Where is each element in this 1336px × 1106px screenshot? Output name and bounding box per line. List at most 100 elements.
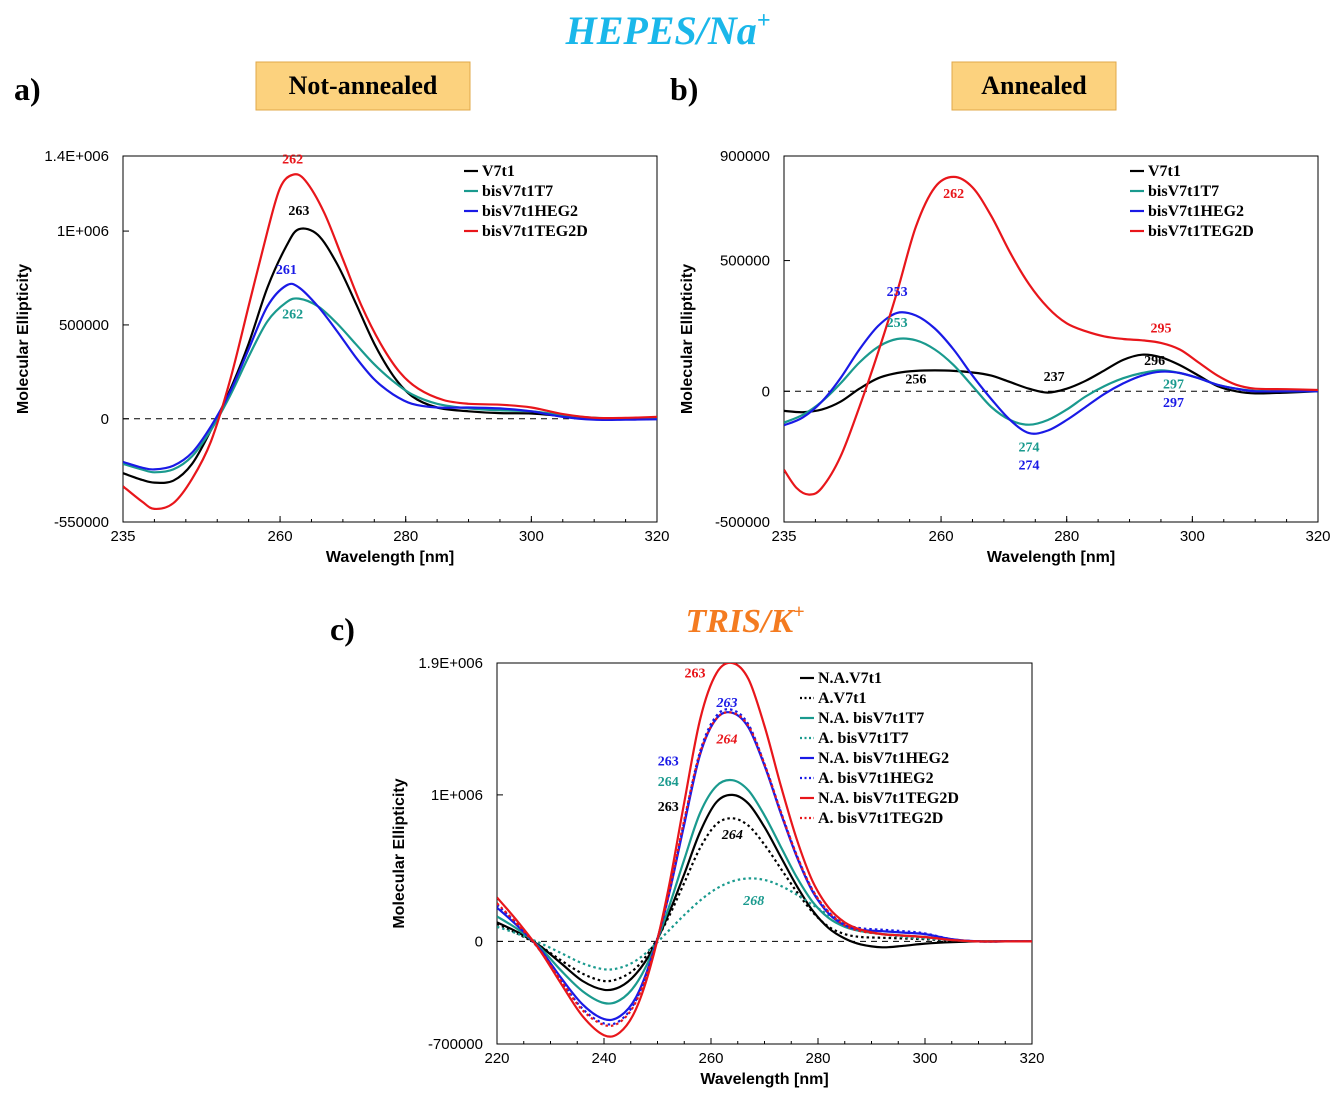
peak-annotation: 296	[1144, 354, 1165, 369]
y-tick-label: 1.4E+006	[44, 148, 109, 165]
y-tick-label: 500000	[59, 317, 109, 334]
series-line-a-bisv7t1teg2d	[497, 711, 1032, 1028]
box-annealed-label: Annealed	[981, 71, 1087, 100]
x-tick-label: 260	[929, 528, 954, 545]
x-tick-label: 300	[519, 528, 544, 545]
x-tick-label: 320	[1305, 528, 1330, 545]
x-tick-label: 280	[805, 1050, 830, 1067]
y-tick-label: 900000	[720, 148, 770, 165]
box-annealed	[951, 61, 1117, 111]
legend-entry: A. bisV7t1TEG2D	[818, 810, 943, 827]
top-condition-title: HEPES/Na+	[565, 8, 771, 53]
peak-annotation: 262	[943, 187, 964, 202]
panel-label-b: b)	[670, 71, 698, 107]
x-tick-label: 235	[771, 528, 796, 545]
plot-frame	[783, 155, 1319, 523]
peak-annotation: 262	[282, 153, 303, 168]
y-tick-label: 1E+006	[57, 223, 109, 240]
peak-annotation: 264	[658, 775, 679, 790]
peak-annotation: 263	[716, 696, 738, 711]
peak-annotation: 297	[1163, 396, 1184, 411]
series-line-n-a-v7t1	[497, 793, 1032, 992]
series-line-bisv7t1teg2d	[784, 175, 1318, 496]
x-tick-label: 280	[393, 528, 418, 545]
series-line-bisv7t1heg2	[784, 311, 1318, 435]
legend-entry: A.V7t1	[818, 690, 866, 707]
x-tick-label: 320	[1019, 1050, 1044, 1067]
peak-annotation: 264	[721, 828, 743, 843]
y-tick-label: 0	[101, 411, 109, 428]
x-tick-label: 235	[110, 528, 135, 545]
series-line-a-bisv7t1heg2	[497, 708, 1032, 1026]
x-tick-label: 300	[912, 1050, 937, 1067]
series-group	[784, 175, 1318, 496]
series-line-n-a-bisv7t1teg2d	[497, 663, 1032, 1038]
peak-annotation: 263	[684, 667, 705, 682]
x-tick-label: 220	[484, 1050, 509, 1067]
chart-panel-a: 235 260 280 300 320 -550000 0 500000 1E+006 1.4E+…	[15, 148, 670, 566]
peak-annotation: 268	[742, 894, 764, 909]
series-group	[123, 173, 657, 511]
series-line-n-a-bisv7t1heg2	[497, 711, 1032, 1022]
top-title-superscript: +	[757, 8, 771, 34]
legend-entry: V7t1	[1148, 163, 1181, 180]
x-tick-label: 240	[591, 1050, 616, 1067]
series-line-n-a-bisv7t1t7	[497, 778, 1032, 1005]
chart-panel-b: 235 260 280 300 320 -500000 0 500000 900000 Wavel…	[679, 148, 1331, 566]
bottom-title-superscript: +	[793, 601, 804, 623]
box-not-annealed	[255, 61, 471, 111]
legend-entry: A. bisV7t1T7	[818, 730, 909, 747]
peak-annotation: 237	[1044, 370, 1065, 385]
legend-entry: bisV7t1HEG2	[482, 203, 578, 220]
series-line-v7t1	[123, 227, 657, 484]
series-line-a-bisv7t1t7	[497, 877, 1032, 971]
peak-annotation: 274	[1019, 440, 1040, 455]
x-axis-title: Wavelength [nm]	[987, 549, 1115, 566]
peak-annotation: 297	[1163, 378, 1184, 393]
box-not-annealed-label: Not-annealed	[289, 71, 438, 100]
peak-annotation: 263	[658, 800, 679, 815]
series-line-bisv7t1heg2	[123, 282, 657, 471]
plot-frame	[122, 155, 658, 523]
y-axis-title: Molecular Ellipticity	[391, 778, 408, 928]
legend-entry: bisV7t1T7	[482, 183, 553, 200]
x-axis-title: Wavelength [nm]	[700, 1071, 828, 1088]
x-tick-label: 280	[1054, 528, 1079, 545]
peak-annotation: 261	[276, 263, 297, 278]
legend-entry: N.A. bisV7t1TEG2D	[818, 790, 959, 807]
y-tick-label: 0	[762, 383, 770, 400]
x-tick-label: 320	[644, 528, 669, 545]
y-tick-label: -550000	[54, 514, 109, 531]
y-tick-label: -700000	[428, 1036, 483, 1053]
peak-annotation: 253	[887, 316, 908, 331]
peak-annotation: 262	[282, 307, 303, 322]
legend-entry: bisV7t1TEG2D	[1148, 223, 1254, 240]
legend-entry: bisV7t1TEG2D	[482, 223, 588, 240]
legend-entry: bisV7t1T7	[1148, 183, 1219, 200]
legend-entry: V7t1	[482, 163, 515, 180]
peak-annotation: 263	[288, 204, 309, 219]
series-group	[497, 663, 1032, 1038]
peak-annotation: 274	[1019, 459, 1040, 474]
y-tick-label: 0	[475, 933, 483, 950]
x-tick-label: 260	[698, 1050, 723, 1067]
chart-panel-c: 220 240 260 280 300 320 -700000 0 1E+006 1.9E+006…	[391, 655, 1045, 1088]
y-tick-label: 1E+006	[431, 787, 483, 804]
y-tick-label: 500000	[720, 253, 770, 270]
bottom-condition-title: TRIS/K+	[685, 601, 804, 640]
panel-label-a: a)	[14, 71, 41, 107]
legend-entry: N.A. bisV7t1T7	[818, 710, 924, 727]
legend-entry: N.A.V7t1	[818, 670, 882, 687]
legend-entry: N.A. bisV7t1HEG2	[818, 750, 949, 767]
peak-annotation: 256	[905, 372, 926, 387]
series-line-a-v7t1	[497, 817, 1032, 983]
x-axis-title: Wavelength [nm]	[326, 549, 454, 566]
legend-entry: A. bisV7t1HEG2	[818, 770, 934, 787]
y-tick-label: 1.9E+006	[418, 655, 483, 672]
peak-annotation: 253	[887, 285, 908, 300]
peak-annotation: 264	[716, 733, 738, 748]
series-line-bisv7t1teg2d	[123, 173, 657, 511]
y-axis-title: Molecular Ellipticity	[679, 264, 696, 414]
y-axis-title: Molecular Ellipticity	[15, 264, 32, 414]
